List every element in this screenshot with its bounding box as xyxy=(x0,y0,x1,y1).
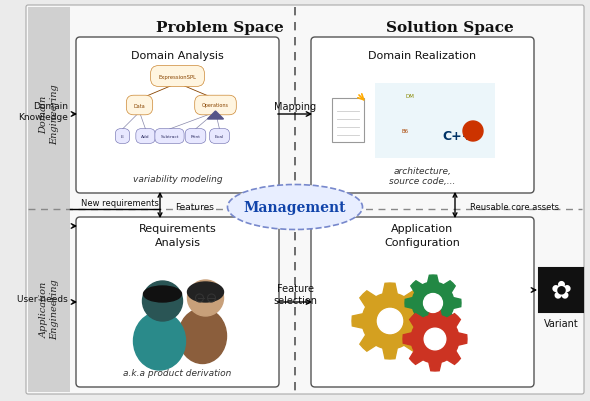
Circle shape xyxy=(143,281,182,321)
Text: Domain Analysis: Domain Analysis xyxy=(131,51,224,61)
Text: Management: Management xyxy=(244,200,346,215)
Text: Add: Add xyxy=(141,135,150,139)
Circle shape xyxy=(463,122,483,142)
Text: Subtract: Subtract xyxy=(160,135,179,139)
Text: LI: LI xyxy=(121,135,124,139)
FancyBboxPatch shape xyxy=(332,99,364,143)
Text: Operations: Operations xyxy=(202,103,229,108)
FancyBboxPatch shape xyxy=(26,6,584,394)
FancyBboxPatch shape xyxy=(28,8,70,392)
Text: ExpressionSPL: ExpressionSPL xyxy=(159,74,196,79)
Text: B6: B6 xyxy=(401,129,408,134)
Text: Feature
selection: Feature selection xyxy=(273,283,317,306)
Text: Reusable core assets: Reusable core assets xyxy=(470,203,559,212)
Text: New requirements: New requirements xyxy=(81,199,159,208)
Circle shape xyxy=(188,280,224,316)
Ellipse shape xyxy=(133,312,185,370)
Circle shape xyxy=(424,328,446,350)
Ellipse shape xyxy=(228,185,362,230)
Text: ✿: ✿ xyxy=(550,278,572,302)
Polygon shape xyxy=(208,112,224,120)
Text: Eval: Eval xyxy=(215,135,224,139)
Text: Requirements
Analysis: Requirements Analysis xyxy=(139,224,217,247)
Text: Features: Features xyxy=(175,203,214,212)
Text: Mapping: Mapping xyxy=(274,102,316,112)
Text: variability modeling: variability modeling xyxy=(133,175,222,184)
Text: DM: DM xyxy=(405,94,414,99)
Text: Domain
Knowledge: Domain Knowledge xyxy=(18,102,68,122)
Text: Print: Print xyxy=(191,135,201,139)
Text: Problem Space: Problem Space xyxy=(156,21,284,35)
FancyBboxPatch shape xyxy=(76,38,279,194)
Text: source code,...: source code,... xyxy=(389,177,455,186)
Polygon shape xyxy=(403,307,467,371)
FancyBboxPatch shape xyxy=(375,84,495,159)
Text: Application
Engineering: Application Engineering xyxy=(40,279,58,340)
Ellipse shape xyxy=(188,282,224,302)
FancyBboxPatch shape xyxy=(76,217,279,387)
Polygon shape xyxy=(352,283,428,359)
Text: Application
Configuration: Application Configuration xyxy=(385,224,460,247)
Circle shape xyxy=(424,294,442,313)
Text: User needs: User needs xyxy=(17,295,68,304)
Text: Data: Data xyxy=(133,103,145,108)
FancyBboxPatch shape xyxy=(311,217,534,387)
Text: C++: C++ xyxy=(442,130,473,143)
Polygon shape xyxy=(405,275,461,331)
FancyBboxPatch shape xyxy=(311,38,534,194)
Text: Solution Space: Solution Space xyxy=(386,21,514,35)
Text: a.k.a product derivation: a.k.a product derivation xyxy=(123,369,232,378)
FancyBboxPatch shape xyxy=(539,268,583,312)
Ellipse shape xyxy=(143,286,182,302)
Circle shape xyxy=(378,309,402,334)
Text: Variant: Variant xyxy=(543,318,578,328)
Text: architecture,: architecture, xyxy=(394,167,451,176)
Ellipse shape xyxy=(179,309,227,364)
Text: Domain
Engineering: Domain Engineering xyxy=(40,85,58,145)
Text: Domain Realization: Domain Realization xyxy=(368,51,477,61)
